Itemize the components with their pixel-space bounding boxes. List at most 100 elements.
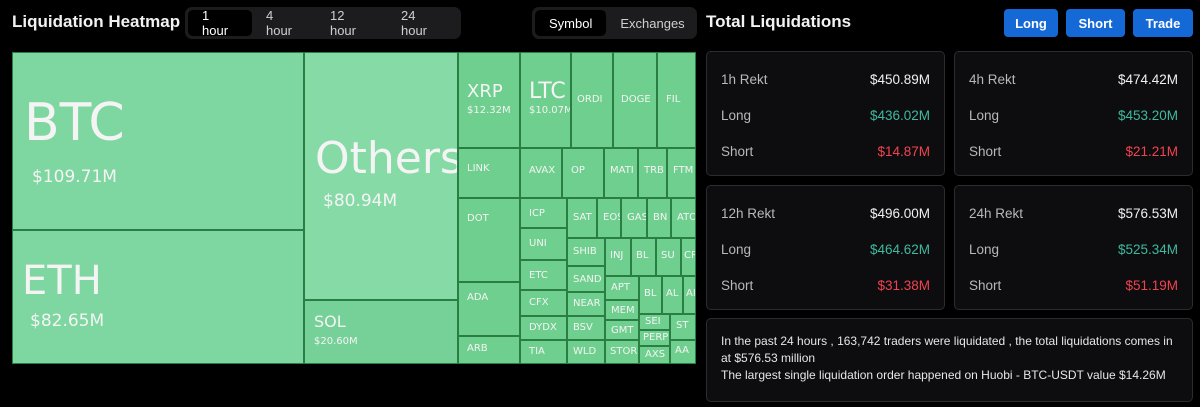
heatmap-tile[interactable]: CR — [681, 238, 696, 276]
heatmap-tile[interactable]: ETH $82.65M — [12, 230, 304, 364]
heatmap-tile-symbol: SU — [661, 250, 675, 261]
heatmap-tile[interactable]: ICP — [520, 198, 567, 228]
stat-long-label: Long — [721, 108, 752, 123]
heatmap-tile-symbol: BTC — [24, 93, 125, 153]
heatmap-tile[interactable]: SU — [656, 238, 681, 276]
tab-4-hour[interactable]: 4 hour — [265, 8, 293, 38]
trade-button[interactable]: Trade — [1133, 9, 1193, 37]
heatmap-tile[interactable]: GAS — [621, 198, 647, 238]
stat-card-24h: 24h Rekt $576.53M Long $525.34M Short $51.1… — [954, 185, 1193, 310]
heatmap-tile-symbol: MEM — [611, 305, 635, 316]
heatmap-tile[interactable]: AVAX — [520, 148, 562, 198]
stat-long-value: $464.62M — [869, 242, 930, 257]
heatmap-tile[interactable]: MATI — [604, 148, 638, 198]
heatmap-tile[interactable]: PERP — [639, 330, 670, 346]
stat-long-value: $436.02M — [869, 108, 930, 123]
heatmap-tile[interactable]: BTC $109.71M — [12, 52, 304, 230]
stat-long-label: Long — [721, 242, 752, 257]
stat-long-value: $453.20M — [1117, 108, 1178, 123]
heatmap-tile-symbol: PERP — [643, 332, 669, 343]
heatmap-tile-symbol: AL — [666, 288, 679, 299]
heatmap-tile[interactable]: ST — [670, 314, 696, 340]
heatmap-tile[interactable]: TRB — [638, 148, 667, 198]
heatmap-tile[interactable]: LTC $10.07M — [520, 52, 571, 148]
heatmap-tile-symbol: SOL — [314, 312, 346, 331]
heatmap-tile[interactable]: BL — [639, 276, 662, 314]
heatmap-tile-value: $12.32M — [467, 105, 511, 116]
stat-card-1h: 1h Rekt $450.89M Long $436.02M Short $14.87… — [706, 51, 945, 176]
heatmap-tile[interactable]: EOS — [597, 198, 621, 238]
tab-exchanges[interactable]: Exchanges — [620, 15, 685, 31]
heatmap-tile-value: $82.65M — [30, 311, 105, 331]
heatmap-tile[interactable]: DOGE — [613, 52, 657, 148]
heatmap-tile[interactable]: XRP $12.32M — [458, 52, 520, 148]
heatmap-tile-symbol: ATO — [677, 212, 696, 223]
heatmap-tile-symbol: GAS — [627, 212, 647, 223]
tab-24-hour[interactable]: 24 hour — [400, 8, 428, 38]
heatmap-tile[interactable]: DYDX — [520, 316, 567, 340]
heatmap-tile-symbol: AXS — [645, 349, 666, 360]
heatmap-tile[interactable]: DOT — [458, 198, 520, 282]
heatmap-tile[interactable]: WLD — [567, 340, 605, 364]
heatmap-tile[interactable]: Others $80.94M — [304, 52, 458, 300]
heatmap-tile[interactable]: AA — [670, 340, 696, 364]
heatmap-tile[interactable]: ETC — [520, 260, 567, 290]
tab-12-hour[interactable]: 12 hour — [329, 8, 356, 38]
heatmap-tile[interactable]: SHIB — [567, 238, 605, 266]
heatmap-tile[interactable]: SEI — [639, 314, 670, 330]
stat-short-label: Short — [721, 144, 754, 159]
heatmap-tile[interactable]: OP — [562, 148, 604, 198]
heatmap-tile[interactable]: SAT — [567, 198, 597, 238]
heatmap-tile[interactable]: ATO — [671, 198, 696, 238]
view-mode-selector: Symbol Exchanges — [532, 7, 697, 39]
heatmap-tile-symbol: AI — [686, 288, 696, 299]
long-button[interactable]: Long — [1004, 9, 1058, 37]
heatmap-tile-symbol: SAND — [573, 274, 602, 285]
heatmap-tile-symbol: ARB — [467, 343, 488, 354]
heatmap-tile-symbol: SAT — [573, 212, 592, 223]
heatmap-tile[interactable]: ADA — [458, 282, 520, 336]
heatmap-tile[interactable]: NEAR — [567, 292, 605, 316]
heatmap-tile[interactable]: INJ — [605, 238, 631, 276]
tab-symbol[interactable]: Symbol — [535, 10, 607, 36]
heatmap-tile[interactable]: FIL — [657, 52, 696, 148]
heatmap-tile[interactable]: TIA — [520, 340, 567, 364]
heatmap-tile-symbol: AVAX — [529, 165, 556, 176]
heatmap-tile[interactable]: BL — [631, 238, 656, 276]
heatmap-tile-symbol: LINK — [467, 163, 490, 174]
heatmap-tile-value: $80.94M — [323, 191, 398, 211]
heatmap-tile-symbol: ETC — [529, 270, 548, 281]
heatmap-tile[interactable]: SOL $20.60M — [304, 300, 458, 364]
heatmap-tile[interactable]: CFX — [520, 290, 567, 316]
stat-long-value: $525.34M — [1117, 242, 1178, 257]
heatmap-tile[interactable]: AL — [662, 276, 683, 314]
heatmap-tile[interactable]: MEM — [605, 300, 639, 320]
time-range-selector: 1 hour 4 hour 12 hour 24 hour — [185, 7, 461, 39]
heatmap-tile[interactable]: BN — [647, 198, 671, 238]
heatmap-tile-symbol: ICP — [529, 208, 545, 219]
summary-line-1: In the past 24 hours , 163,742 traders w… — [721, 334, 1173, 365]
heatmap-tile-symbol: ETH — [22, 258, 102, 304]
stat-total-value: $474.42M — [1117, 72, 1178, 87]
short-button[interactable]: Short — [1066, 9, 1125, 37]
heatmap-tile[interactable]: SAND — [567, 266, 605, 292]
heatmap-tile[interactable]: AI — [683, 276, 696, 314]
heatmap-tile-symbol: TIA — [529, 346, 545, 357]
heatmap-tile[interactable]: AXS — [639, 346, 670, 364]
heatmap-tile[interactable]: APT — [605, 276, 639, 300]
heatmap-tile[interactable]: UNI — [520, 228, 567, 260]
tab-1-hour[interactable]: 1 hour — [188, 8, 252, 38]
liquidation-heatmap: BTC $109.71M Others $80.94M ETH $82.65M SOL $20… — [12, 52, 696, 364]
heatmap-tile[interactable]: LINK — [458, 148, 520, 198]
heatmap-tile[interactable]: STOR — [605, 340, 639, 364]
stat-short-label: Short — [969, 278, 1002, 293]
heatmap-tile-symbol: ST — [676, 320, 689, 331]
stat-total-value: $576.53M — [1117, 206, 1178, 221]
heatmap-tile[interactable]: GMT — [605, 320, 639, 340]
heatmap-tile[interactable]: BSV — [567, 316, 605, 340]
heatmap-tile[interactable]: ARB — [458, 336, 520, 364]
heatmap-tile[interactable]: ORDI — [571, 52, 613, 148]
heatmap-tile-symbol: EOS — [603, 212, 620, 223]
heatmap-tile-symbol: FTM — [673, 165, 694, 176]
heatmap-tile[interactable]: FTM — [667, 148, 696, 198]
